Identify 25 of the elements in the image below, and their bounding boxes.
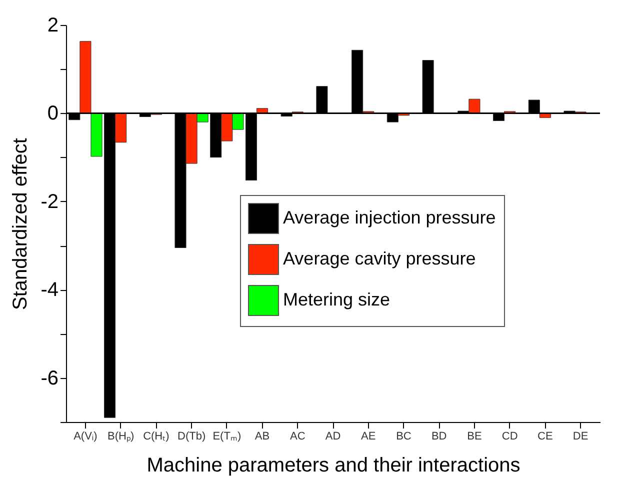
x-tick-label: DE xyxy=(572,430,588,442)
x-tick-label: BE xyxy=(467,430,482,442)
y-axis-title: Standardized effect xyxy=(10,138,32,310)
x-axis-title: Machine parameters and their interactions xyxy=(146,454,520,476)
legend-label: Average injection pressure xyxy=(283,208,496,228)
x-tick-label: BC xyxy=(396,430,412,442)
legend-label: Average cavity pressure xyxy=(283,248,476,268)
x-tick-label: B(Hₚ) xyxy=(108,430,134,442)
x-tick-label: AB xyxy=(254,430,270,442)
y-tick-label: 0 xyxy=(47,102,58,125)
x-tick-label: E(Tₘ) xyxy=(212,430,242,442)
x-tick-label: BD xyxy=(431,430,447,442)
y-tick-label: -4 xyxy=(40,279,58,302)
x-tick-label: CE xyxy=(538,430,553,442)
x-tick-label: AE xyxy=(361,430,376,442)
x-tick-label: AC xyxy=(290,430,306,442)
x-tick-label: AD xyxy=(325,430,341,442)
x-tick-label: CD xyxy=(502,430,518,442)
y-tick-label: -2 xyxy=(40,190,58,213)
y-tick-label: -6 xyxy=(40,367,58,390)
x-tick-label: A(Vᵢ) xyxy=(74,430,98,442)
y-tick-label: 2 xyxy=(47,14,58,36)
legend-label: Metering size xyxy=(283,290,390,310)
x-tick-label: D(Tb) xyxy=(177,430,206,442)
x-tick-label: C(Hₜ) xyxy=(143,430,170,442)
